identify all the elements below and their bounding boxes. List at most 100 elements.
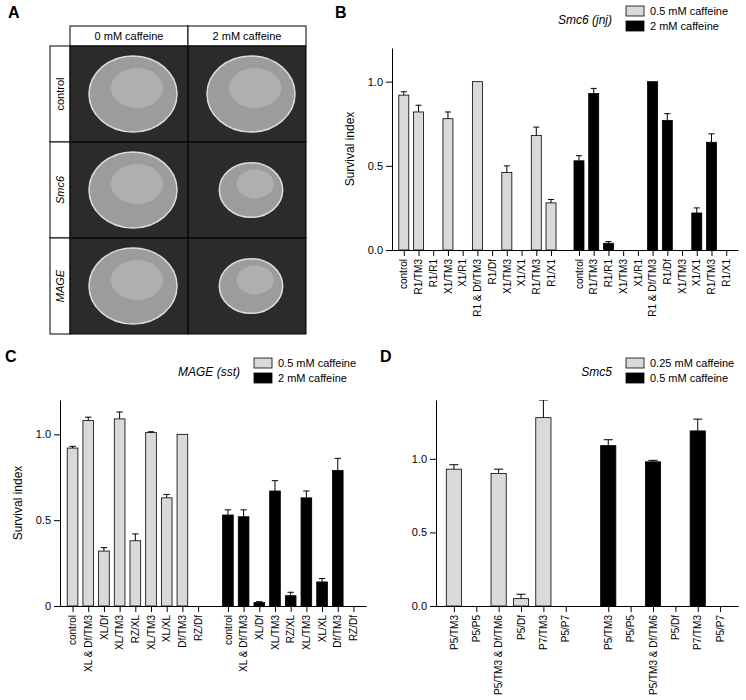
tick-mark [608,606,609,612]
plot-area [446,400,705,606]
y-tick: 0.5 [412,526,436,538]
tick-mark [594,250,595,256]
x-tick: XL/XL [317,606,328,642]
bar [531,136,541,250]
tick-label: X1/TM3 [502,259,513,294]
legend: 0.5 mM caffeine2 mM caffeine [254,357,356,384]
legend-swatch [626,373,644,383]
eye-highlight [236,266,273,295]
tick-label: X1/R1 [457,259,468,287]
tick-label: P5/P7 [715,615,726,643]
error-whisker [521,594,522,598]
tick-label: R1/TM3 [531,259,542,295]
x-tick: P5/Df [516,606,527,640]
error-whisker [306,491,307,498]
row-header: MAGE [54,269,66,302]
plot-area [67,412,343,606]
x-tick: P5/P5 [471,606,482,642]
tick-label: R1/TM3 [413,259,424,295]
tick-label: 0.5 [368,160,383,172]
tick-mark [386,166,392,167]
bar [618,250,628,251]
error-whisker [593,88,594,93]
tick-mark [182,606,183,612]
x-tick: P5/Df [670,606,681,640]
bar [348,606,359,607]
x-axis: control R1/TM3 R1/R1 X1/TM3 X1/R1 R1 & Df/TM3… [393,250,739,317]
legend-swatch [626,6,644,16]
error-whisker [697,419,698,431]
panel-label: B [335,4,347,21]
x-tick: R1/Df [662,250,673,285]
x-tick: R1/R1 [428,250,439,287]
tick-label: XL/TM3 [270,615,281,650]
bar [601,446,616,606]
tick-label: XL/TM3 [146,615,157,650]
error-bar [256,601,262,603]
bar [487,250,497,251]
tick-mark [259,606,260,612]
tick-mark [430,606,436,607]
x-tick: X1/TM3 [677,250,688,294]
x-tick: control [398,250,409,289]
error-whisker [119,412,120,419]
bar [254,603,265,606]
tick-label: 1.0 [368,76,383,88]
tick-mark [476,606,477,612]
error-bar [504,166,510,173]
x-tick: X1/TM3 [502,250,513,294]
error-bar [576,156,582,161]
x-tick: RZ/Df [348,606,359,641]
tick-label: P5/P5 [625,615,636,643]
error-bar [303,491,309,498]
tick-mark [499,606,500,612]
error-whisker [551,200,552,203]
error-bar [693,419,702,431]
error-bar [449,465,458,469]
bar [491,474,506,606]
tick-mark [54,520,60,521]
tick-mark [492,250,493,256]
bar [270,491,281,606]
x-tick: XL/TM3 [146,606,157,650]
x-tick: RZ/XL [130,606,141,643]
y-axis-title: Survival index [343,112,357,187]
tick-label: RZ/XL [285,615,296,644]
bar [712,606,727,607]
tick-label: RZ/Df [348,615,359,641]
row-header: control [54,77,66,110]
tick-label: XL/XL [317,615,328,643]
eye-highlight [236,170,273,199]
x-tick: X1/X1 [691,250,702,286]
legend-label: 0.25 mM caffeine [650,357,734,369]
tick-mark [73,606,74,612]
tick-mark [386,82,392,83]
figure: A0 mM caffeine2 mM caffeinecontrolSmc6MA… [0,0,746,700]
panel-label: C [5,348,17,365]
x-tick: R1 & Df/TM3 [647,250,658,317]
chart-title: Smc5 [581,365,612,379]
micrograph [188,142,306,238]
x-tick: R1/TM3 [588,250,599,295]
tick-mark [682,250,683,256]
x-tick: control [67,606,78,645]
x-tick: P5/P5 [625,606,636,642]
error-whisker [290,592,291,595]
y-tick: 0.5 [368,160,392,172]
error-cap [319,578,325,579]
bar [443,119,453,250]
bar [177,434,188,606]
tick-mark [353,606,354,612]
error-cap [445,111,451,112]
error-bar [605,242,611,244]
error-cap [591,88,597,89]
eye [89,152,177,228]
image-grid: 0 mM caffeine2 mM caffeinecontrolSmc6MAG… [50,26,306,334]
tick-mark [338,606,339,612]
x-tick: P5/P7 [560,606,571,642]
x-tick: control [223,606,234,645]
error-cap [604,439,613,440]
tick-label: 0 [45,600,51,612]
error-cap [287,592,293,593]
row-header-box [50,142,70,238]
